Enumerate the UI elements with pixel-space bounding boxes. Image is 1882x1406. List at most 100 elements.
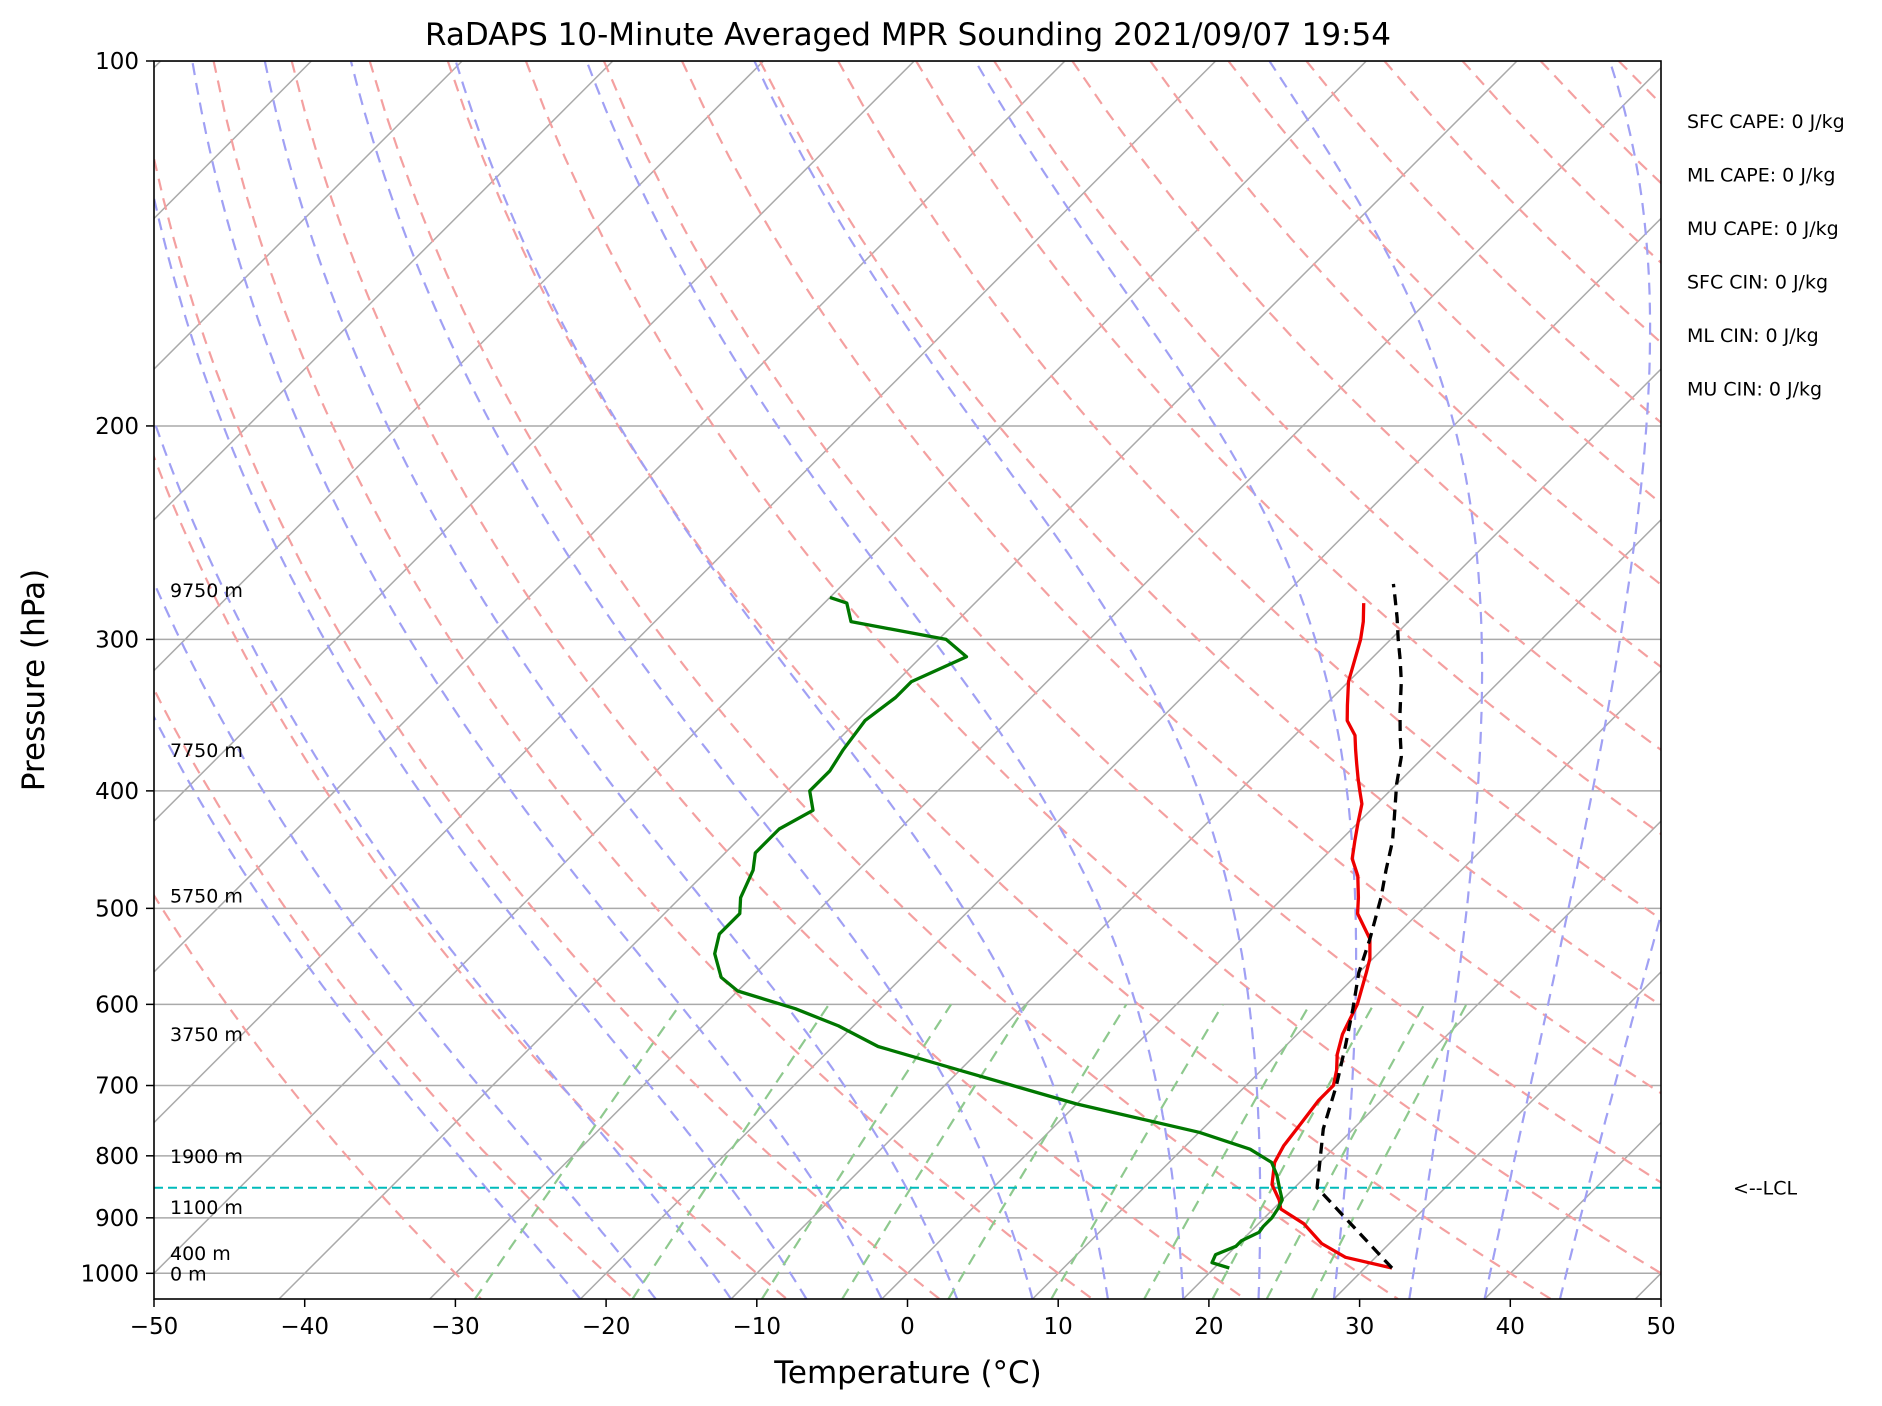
lcl-label: <--LCL <box>1733 1178 1797 1200</box>
y-axis-label: Pressure (hPa) <box>16 569 52 791</box>
isotherm-line <box>1182 820 1661 1299</box>
moist-adiabat-line <box>154 714 582 1299</box>
dry-adiabat-line <box>1305 61 1661 425</box>
moist-adiabat-line <box>154 193 808 1299</box>
dry-adiabat-line <box>212 61 1094 1299</box>
isotherm-line <box>154 61 1217 1124</box>
y-tick-label: 1000 <box>80 1261 139 1287</box>
moist-adiabat-line <box>154 417 732 1299</box>
x-tick-label: 30 <box>1345 1314 1374 1340</box>
y-tick-label: 400 <box>95 779 139 805</box>
y-tick-label: 300 <box>95 627 139 653</box>
dry-adiabat-line <box>993 61 1661 752</box>
x-tick-label: 50 <box>1646 1314 1675 1340</box>
parcel-line <box>1315 583 1403 1270</box>
mixing-ratio-line <box>1265 1003 1426 1299</box>
height-label: 1100 m <box>170 1197 243 1219</box>
isotherm-line <box>881 518 1661 1299</box>
mixing-ratio-line <box>1050 1003 1224 1299</box>
isotherm-line <box>154 61 614 521</box>
mixing-ratio-line <box>760 1003 953 1299</box>
y-tick-label: 200 <box>95 414 139 440</box>
dry-adiabat-line <box>154 153 941 1299</box>
isotherm-line <box>154 61 1367 1275</box>
x-tick-label: −50 <box>130 1314 179 1340</box>
dry-adiabat-line <box>759 61 1661 1007</box>
dry-adiabat-line <box>1071 61 1661 669</box>
isotherm-line <box>730 368 1661 1299</box>
dry-adiabat-line <box>602 61 1661 1184</box>
moist-adiabat-line <box>1558 910 1661 1299</box>
stat-line: SFC CIN: 0 J/kg <box>1687 272 1828 294</box>
moist-adiabat-line <box>154 580 657 1299</box>
moist-adiabat-line <box>454 61 1109 1299</box>
dry-adiabat-line <box>524 61 1661 1275</box>
isotherm-line <box>429 66 1661 1299</box>
background-lines <box>154 61 1661 1299</box>
isotherm-line <box>154 61 765 672</box>
dewpoint-line <box>713 595 1284 1270</box>
dry-adiabat-line <box>681 61 1661 1095</box>
x-tick-label: −40 <box>280 1314 329 1340</box>
dry-adiabat-line <box>290 61 1246 1299</box>
dry-adiabat-line <box>915 61 1661 836</box>
y-axis: 100 200 300 400 500 600 700 800 900 1000 <box>80 49 154 1287</box>
mixing-ratio-line <box>947 1003 1128 1299</box>
moist-adiabat-line <box>263 61 959 1299</box>
moist-adiabat-line <box>974 61 1358 1299</box>
x-tick-label: 10 <box>1044 1314 1073 1340</box>
data-series <box>713 583 1403 1270</box>
isotherm-line <box>1634 1272 1661 1299</box>
isotherm-line <box>154 61 1066 973</box>
chart-title: RaDAPS 10-Minute Averaged MPR Sounding 2… <box>425 17 1391 53</box>
isotherm-line <box>1333 970 1661 1299</box>
x-tick-label: 40 <box>1496 1314 1525 1340</box>
isotherm-line <box>1484 1121 1661 1299</box>
dry-adiabat-line <box>446 61 1552 1299</box>
height-label: 5750 m <box>170 886 243 908</box>
stat-line: ML CIN: 0 J/kg <box>1687 325 1819 347</box>
moist-adiabat-line <box>753 61 1262 1299</box>
x-tick-label: −20 <box>582 1314 631 1340</box>
mixing-ratio-line <box>473 1003 682 1299</box>
moist-adiabat-line <box>349 61 1034 1299</box>
y-tick-label: 600 <box>95 992 139 1018</box>
y-tick-label: 100 <box>95 49 139 75</box>
moist-adiabat-line <box>191 61 883 1299</box>
dry-adiabat-line <box>154 893 482 1299</box>
isotherm-line <box>278 61 1518 1299</box>
y-tick-label: 800 <box>95 1144 139 1170</box>
moist-adiabat-line <box>1268 61 1484 1299</box>
height-label: 1900 m <box>170 1146 243 1168</box>
height-label: 7750 m <box>170 740 243 762</box>
dry-adiabat-line <box>1149 61 1661 587</box>
plot-frame <box>153 60 1662 1300</box>
isotherm-line <box>1031 669 1661 1299</box>
height-label: 0 m <box>170 1263 207 1285</box>
stats-panel: SFC CAPE: 0 J/kg ML CAPE: 0 J/kg MU CAPE: … <box>1687 111 1845 401</box>
dry-adiabat-line <box>1539 61 1661 185</box>
dry-adiabat-line <box>368 61 1399 1299</box>
moist-adiabat-line <box>585 61 1185 1299</box>
stat-line: SFC CAPE: 0 J/kg <box>1687 111 1845 133</box>
height-label: 400 m <box>170 1243 231 1265</box>
mixing-ratio-line <box>631 1003 830 1299</box>
mixing-ratio-line <box>1143 1003 1311 1299</box>
dry-adiabat-line <box>837 61 1661 921</box>
x-tick-label: −30 <box>431 1314 480 1340</box>
mixing-ratio-line <box>1211 1003 1375 1299</box>
dry-adiabat-line <box>1617 61 1661 106</box>
x-tick-label: −10 <box>733 1314 782 1340</box>
mixing-ratio-line <box>841 1003 1028 1299</box>
x-axis: −50 −40 −30 −20 −10 0 10 20 30 40 50 <box>130 1299 1676 1340</box>
height-label: 3750 m <box>170 1024 243 1046</box>
y-tick-label: 900 <box>95 1206 139 1232</box>
isotherm-line <box>154 61 463 371</box>
stat-line: ML CAPE: 0 J/kg <box>1687 165 1835 187</box>
x-axis-label: Temperature (°C) <box>773 1355 1042 1391</box>
y-tick-label: 700 <box>95 1074 139 1100</box>
temperature-line <box>1270 603 1393 1270</box>
height-labels: 9750 m 7750 m 5750 m 3750 m 1900 m 1100 m 400 … <box>170 580 243 1286</box>
stat-line: MU CAPE: 0 J/kg <box>1687 218 1839 240</box>
